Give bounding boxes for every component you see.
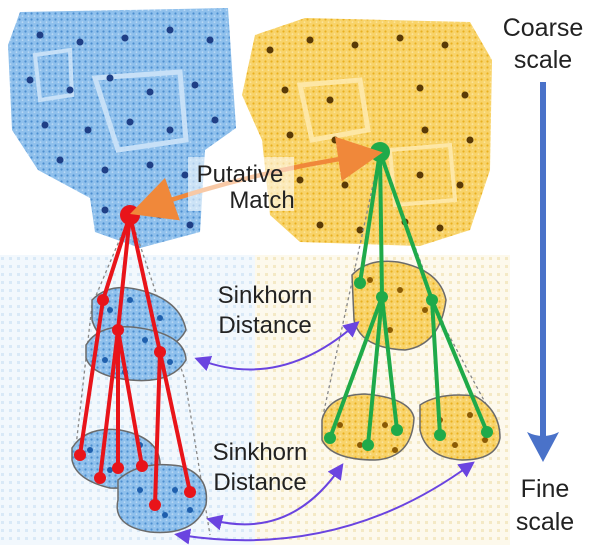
source-hierarchy-tree bbox=[74, 205, 196, 511]
fine-scale-label-line2: scale bbox=[516, 508, 574, 536]
source-match-node bbox=[120, 205, 140, 225]
sinkhorn-label-bottom-line1: Sinkhorn bbox=[213, 439, 308, 466]
sinkhorn-arrows bbox=[174, 321, 475, 545]
coarse-scale-label-line2: scale bbox=[514, 46, 572, 74]
coarse-scale-label-line1: Coarse bbox=[503, 14, 584, 42]
putative-label-line1: Putative bbox=[197, 161, 284, 188]
scale-arrow bbox=[527, 82, 559, 462]
sinkhorn-label-bottom-line2: Distance bbox=[213, 469, 306, 496]
putative-label-line2: Match bbox=[229, 187, 294, 214]
target-match-node bbox=[370, 142, 390, 162]
sinkhorn-label-top-line2: Distance bbox=[218, 312, 311, 339]
fine-scale-label-line1: Fine bbox=[521, 475, 570, 503]
putative-label-bg bbox=[188, 157, 294, 211]
sinkhorn-label-top-line1: Sinkhorn bbox=[218, 282, 313, 309]
